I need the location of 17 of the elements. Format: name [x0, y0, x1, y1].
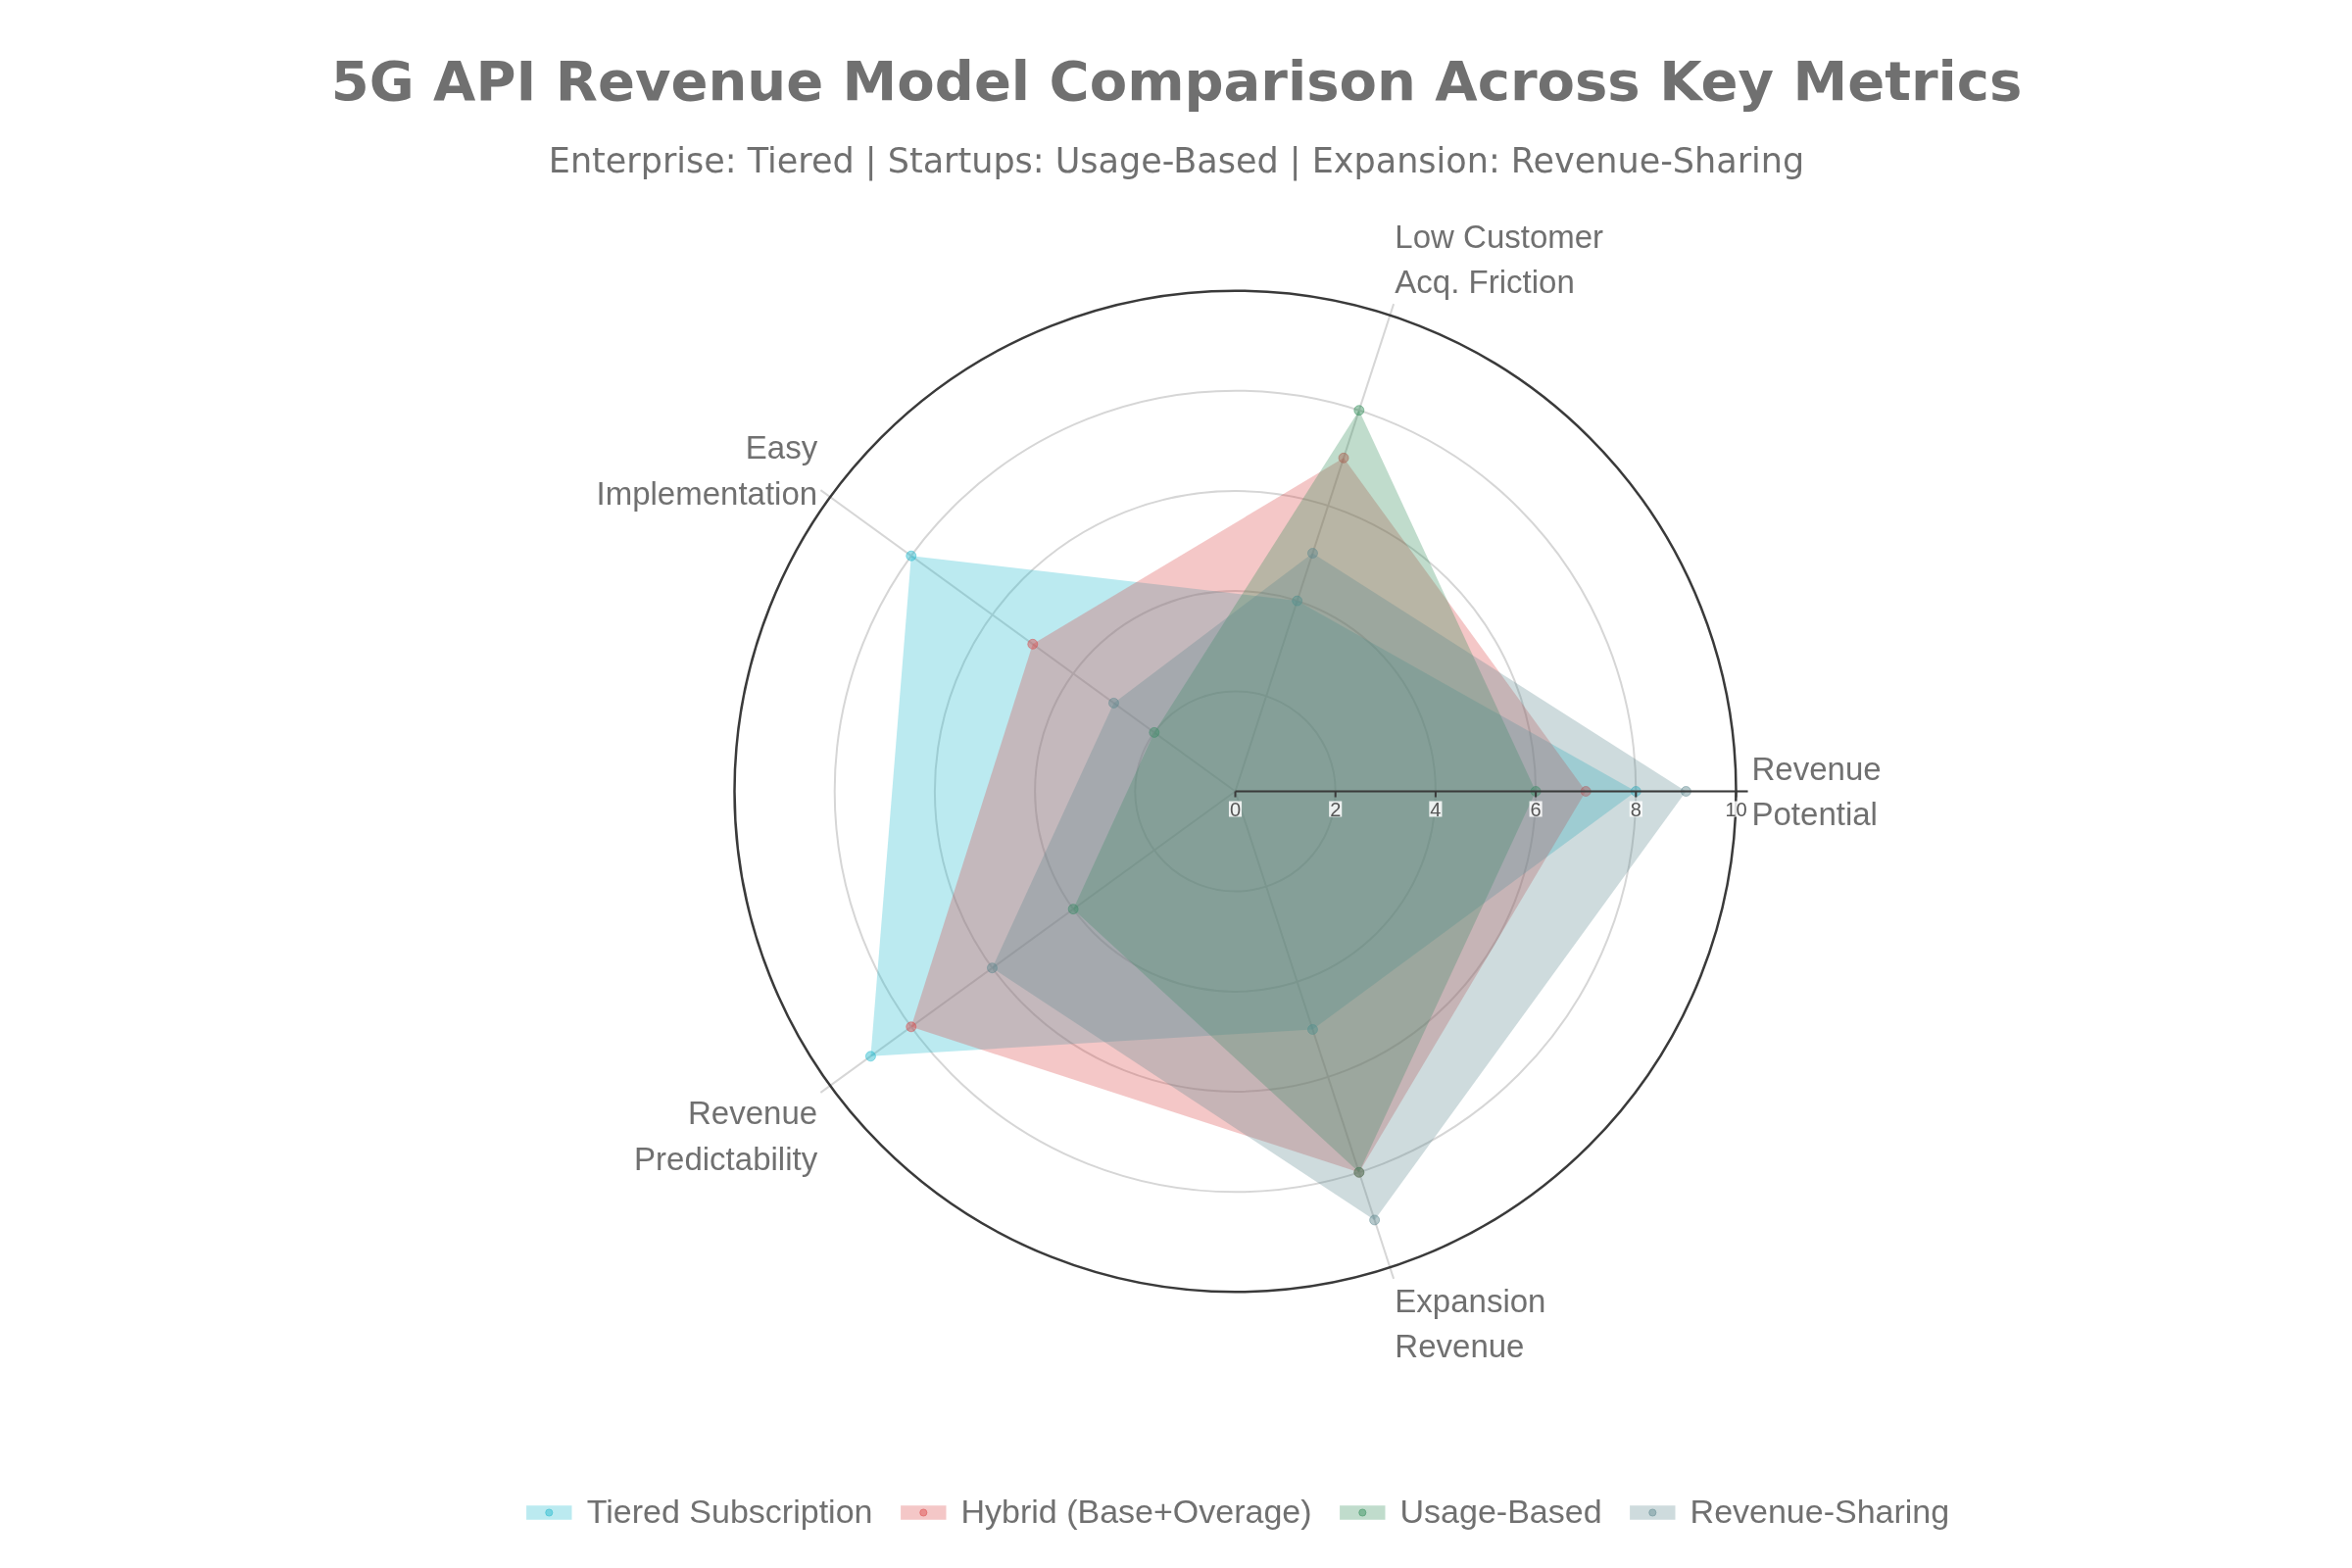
chart-subtitle: Enterprise: Tiered | Startups: Usage-Based | Expansion: Revenue-Sharing — [548, 140, 1805, 181]
legend-label: Tiered Subscription — [586, 1493, 873, 1531]
spoke-label: Easy Implementation — [596, 429, 818, 512]
spoke-label: Revenue Potential — [1751, 750, 1882, 833]
chart-title: 5G API Revenue Model Comparison Across Key Metrics — [330, 49, 2023, 113]
y-tick-label: 10 — [1725, 798, 1747, 820]
legend-label: Usage-Based — [1399, 1493, 1602, 1531]
y-tick-label: 8 — [1630, 798, 1642, 820]
legend-label: Revenue-Sharing — [1690, 1493, 1950, 1531]
y-tick-label: 6 — [1530, 798, 1542, 820]
legend-label: Hybrid (Base+Overage) — [960, 1493, 1312, 1531]
y-tick-label: 0 — [1229, 798, 1242, 820]
y-tick-label: 4 — [1430, 798, 1442, 820]
spoke-label: Revenue Predictability — [634, 1095, 818, 1177]
spoke-label: Expansion Revenue — [1395, 1282, 1546, 1364]
y-tick-label: 2 — [1330, 798, 1342, 820]
spoke-label: Low Customer Acq. Friction — [1395, 219, 1604, 301]
